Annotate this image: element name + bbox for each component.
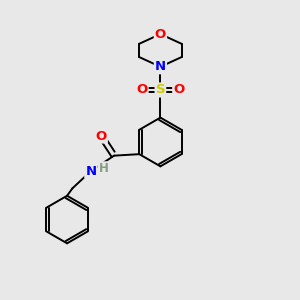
Text: O: O	[173, 83, 184, 97]
Text: N: N	[85, 165, 96, 178]
Text: N: N	[155, 60, 166, 73]
Text: H: H	[98, 162, 108, 175]
Text: O: O	[96, 130, 107, 142]
Text: O: O	[136, 83, 148, 97]
Text: O: O	[155, 28, 166, 40]
Text: S: S	[156, 83, 165, 97]
